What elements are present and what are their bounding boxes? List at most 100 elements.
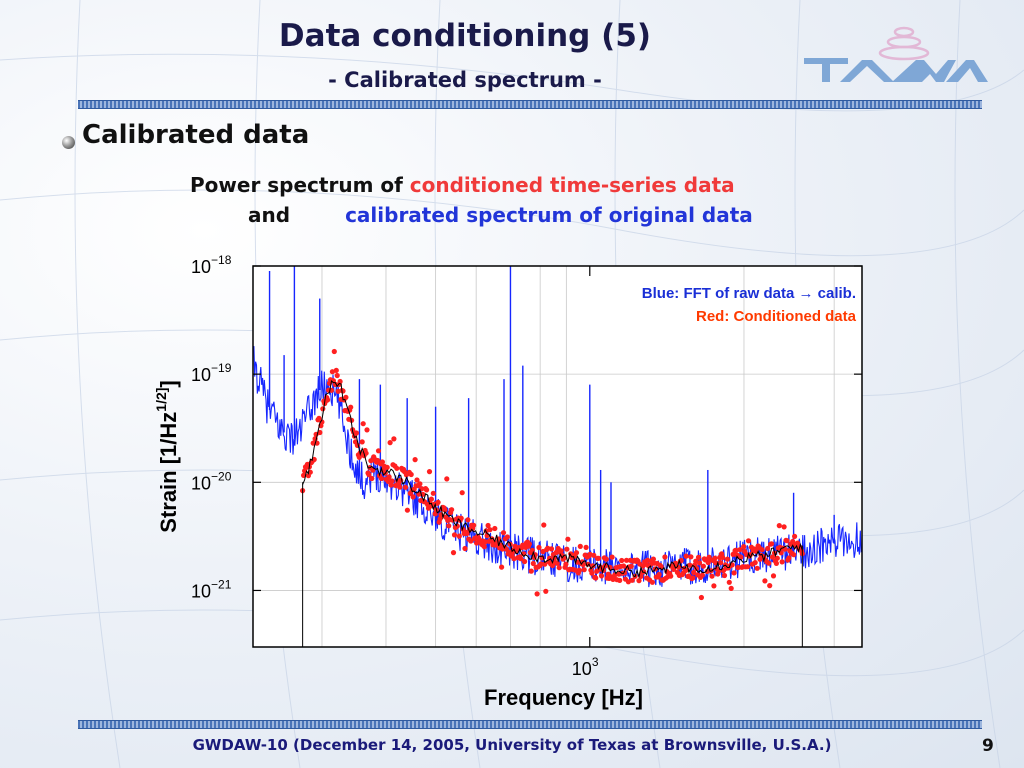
red-series-point	[690, 575, 696, 581]
red-series-point	[500, 530, 507, 536]
red-series-point	[628, 563, 634, 569]
red-series-point	[696, 560, 703, 566]
y-tick-label: 10−21	[191, 577, 232, 601]
red-series-point	[385, 478, 391, 484]
red-series-point	[536, 544, 542, 551]
red-series-point	[325, 397, 331, 403]
red-series-point	[650, 556, 657, 562]
red-series-point	[759, 547, 765, 553]
red-series-point	[699, 572, 706, 578]
red-series-point	[709, 573, 715, 579]
red-series-point	[687, 562, 693, 568]
footer-text: GWDAW-10 (December 14, 2005, University …	[192, 736, 832, 754]
red-series-point	[737, 547, 743, 553]
red-series-point	[465, 517, 471, 523]
red-series-point	[738, 554, 744, 560]
red-series-point	[394, 465, 400, 471]
red-series-point	[645, 557, 651, 563]
red-series-point	[745, 538, 752, 544]
y-axis-label-main: Strain [1/Hz	[156, 412, 181, 533]
red-series-point	[754, 565, 760, 571]
red-series-point	[591, 552, 597, 558]
red-series-point	[695, 554, 702, 561]
red-series-point	[404, 507, 410, 513]
page-number: 9	[982, 736, 994, 756]
red-series-point	[581, 567, 587, 573]
red-series-point	[548, 546, 555, 552]
red-series-point	[366, 472, 372, 478]
red-series-point	[791, 552, 797, 558]
red-series-point	[410, 494, 416, 500]
red-series-point	[425, 505, 432, 511]
red-series-point	[430, 490, 436, 496]
red-series-point	[700, 563, 707, 569]
red-series-point	[417, 481, 423, 487]
red-series-point	[779, 559, 785, 565]
red-series-point	[721, 572, 728, 579]
slide-title: Data conditioning (5)	[278, 18, 652, 54]
red-series-point	[397, 484, 403, 490]
red-series-point	[530, 560, 536, 567]
description-line-2-highlight: calibrated spectrum of original data	[345, 203, 753, 227]
red-series-point	[662, 554, 668, 560]
red-series-point	[487, 527, 493, 533]
red-series-point	[603, 556, 609, 562]
red-series-point	[720, 554, 726, 561]
red-series-point	[379, 459, 385, 465]
y-tick-label: 10−18	[191, 253, 232, 277]
red-series-point	[767, 583, 773, 589]
red-series-point	[428, 496, 434, 502]
red-series-point	[526, 541, 533, 547]
y-axis-label-exponent: 1/2]	[153, 388, 169, 412]
red-series-point	[485, 522, 491, 529]
red-series-point	[389, 478, 395, 484]
red-series-point	[459, 490, 465, 496]
red-series-point	[784, 538, 790, 544]
y-tick-exponent: −19	[211, 361, 232, 375]
red-series-point	[773, 560, 780, 567]
red-series-point	[468, 538, 474, 544]
red-series-point	[558, 548, 564, 554]
red-series-point	[752, 560, 758, 566]
red-series-point	[518, 556, 524, 562]
red-series-point	[462, 545, 468, 552]
red-series-point	[402, 484, 409, 490]
red-series-point	[765, 545, 771, 552]
red-series-point	[769, 554, 776, 560]
red-series-point	[319, 419, 325, 425]
red-series-point	[774, 555, 780, 561]
red-series-point	[456, 533, 462, 539]
red-series-point	[391, 436, 397, 442]
red-series-point	[590, 563, 596, 569]
red-series-point	[675, 564, 682, 570]
red-series-point	[636, 578, 642, 584]
red-series-point	[683, 553, 689, 559]
red-series-point	[649, 579, 656, 585]
red-series-point	[499, 564, 505, 570]
red-series-point	[629, 577, 635, 583]
plot-frame	[252, 265, 863, 648]
red-series-point	[414, 477, 420, 483]
red-series-point	[786, 555, 792, 561]
red-series-point	[541, 522, 547, 528]
y-tick-exponent: −21	[211, 577, 232, 591]
red-series-point	[538, 561, 544, 567]
x-axis-label: Frequency [Hz]	[484, 685, 643, 710]
red-series-point	[668, 573, 674, 579]
red-series-point	[741, 544, 747, 550]
y-tick-label: 10−20	[191, 469, 232, 493]
red-series-point	[728, 585, 734, 592]
red-series-point	[444, 476, 450, 482]
red-series-point	[458, 515, 464, 521]
red-series-point	[617, 577, 623, 584]
red-series-point	[609, 554, 615, 560]
red-series-point	[481, 544, 487, 550]
red-series-point	[583, 544, 589, 551]
red-series-point	[426, 469, 433, 475]
red-series-point	[333, 367, 339, 373]
red-series-point	[378, 475, 384, 482]
red-series-point	[449, 507, 455, 513]
red-series-point	[593, 575, 599, 581]
tama-logo	[804, 26, 988, 82]
red-series-point	[369, 475, 375, 482]
